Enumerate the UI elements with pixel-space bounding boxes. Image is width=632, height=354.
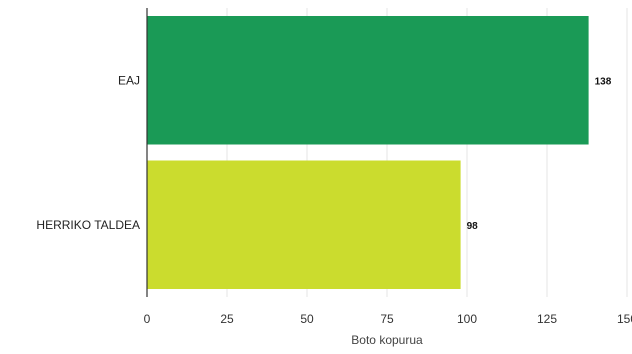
data-label-eaj: 138 — [595, 76, 612, 87]
x-tick-label-150: 150 — [617, 312, 632, 326]
data-labels: 138 98 — [467, 76, 612, 232]
x-tick-labels: 0 25 50 75 100 125 150 — [144, 312, 632, 326]
data-label-herriko-taldea: 98 — [467, 221, 479, 232]
bars — [147, 16, 589, 289]
x-tick-label-0: 0 — [144, 312, 151, 326]
x-tick-label-50: 50 — [300, 312, 314, 326]
bar-eaj — [147, 16, 589, 145]
x-tick-label-75: 75 — [380, 312, 394, 326]
category-labels: EAJ HERRIKO TALDEA — [36, 73, 140, 232]
x-axis-title: Boto kopurua — [351, 333, 423, 347]
category-label-herriko-taldea: HERRIKO TALDEA — [36, 218, 140, 232]
x-tick-label-25: 25 — [220, 312, 234, 326]
x-tick-label-125: 125 — [537, 312, 557, 326]
bar-herriko-taldea — [147, 160, 461, 289]
category-label-eaj: EAJ — [118, 73, 140, 87]
x-tick-label-100: 100 — [457, 312, 477, 326]
